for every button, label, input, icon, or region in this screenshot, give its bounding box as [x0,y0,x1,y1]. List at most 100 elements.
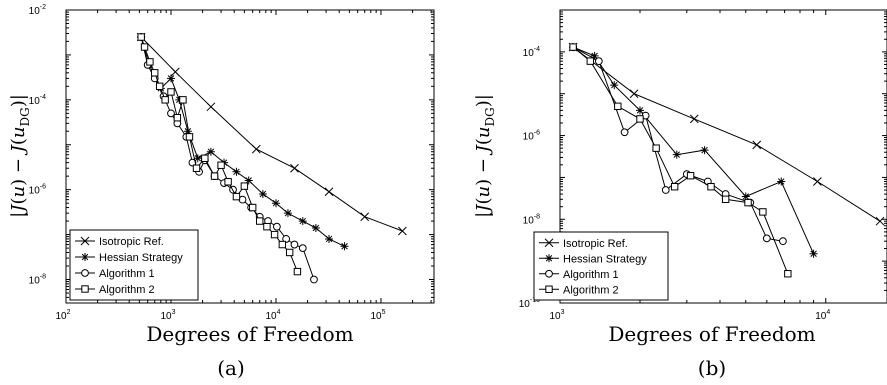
legend-marker-circle [545,269,553,278]
series-line-x [140,36,403,232]
data-point-square [759,208,767,216]
data-point-square [278,240,287,249]
y-tick-label: 10-6 [523,130,540,143]
data-point-x [689,114,699,124]
data-point-* [340,242,349,251]
data-point-circle [167,109,175,118]
legend-label: Algorithm 1 [99,268,155,280]
legend-a: Isotropic Ref. Hessian Strategy Algorithm … [69,229,199,301]
x-axis-label-b: Degrees of Freedom [608,322,815,346]
legend-box [533,231,669,301]
data-point-x [813,177,822,186]
data-point-* [325,234,334,243]
data-point-x [752,140,762,150]
data-point-* [777,177,786,186]
data-point-* [590,51,599,60]
data-point-* [193,154,202,163]
data-point-* [700,146,709,155]
data-point-square [586,57,594,65]
panel-caption-b: (b) [698,356,726,380]
data-point-square [173,114,182,122]
data-point-square [686,171,695,180]
series-line-x [572,46,881,222]
data-point-* [166,74,175,83]
data-point-x [206,102,216,112]
data-point-square [210,172,219,180]
data-point-circle [661,186,670,194]
data-point-x [360,212,370,222]
data-point-square [155,82,164,91]
legend-marker-x [544,238,554,248]
legend-marker-* [545,254,553,263]
legend-marker-x [80,236,90,246]
y-tick-label: 10-6 [29,184,46,197]
y-tick-label: 10-2 [29,4,46,17]
data-point-circle [238,195,247,204]
y-tick-label: 10-4 [29,94,46,107]
y-tick-label: 10-8 [523,213,540,226]
data-point-circle [310,275,318,284]
data-point-circle [762,234,771,243]
legend-marker-circle [81,269,89,277]
data-point-* [298,217,307,226]
data-point-circle [779,237,787,246]
data-point-circle [298,244,307,253]
data-point-* [311,224,320,233]
series-line-circle [140,36,315,280]
data-point-square [636,115,644,123]
data-point-* [283,209,292,218]
data-point-x [875,216,885,226]
legend-label: Hessian Strategy [99,252,183,264]
y-tick-label: 10-8 [29,274,46,287]
data-point-square [137,33,145,41]
data-point-square [270,230,279,239]
svg-text:|J(u) − J(uDG)|: |J(u) − J(uDG)| [8,94,32,218]
data-point-square [192,164,201,172]
data-point-x [170,67,180,77]
data-point-square [151,69,159,77]
legend-label: Isotropic Ref. [563,238,628,250]
data-point-square [179,96,187,104]
data-point-square [293,267,302,276]
data-point-square [721,195,730,204]
data-point-* [244,176,253,185]
data-point-square [232,192,241,201]
data-point-square [707,183,715,191]
legend-marker-square [81,285,89,293]
data-point-circle [594,57,603,66]
data-point-square [285,248,294,257]
data-point-square [652,144,660,152]
x-tick-label: 103 [549,309,564,322]
x-tick-label: 104 [265,309,280,322]
data-point-* [258,190,267,199]
data-point-square [146,58,154,66]
data-point-x [324,187,334,197]
data-point-* [183,127,192,136]
data-point-square [167,88,175,96]
y-axis-label-a: |J(u) − J(uDG)| [8,94,32,218]
svg-text:|J(u) − J(uDG)|: |J(u) − J(uDG)| [473,94,497,218]
legend-label: Hessian Strategy [563,253,647,265]
data-point-square [161,96,169,104]
data-point-square [201,154,209,162]
data-point-circle [282,235,291,243]
legend-label: Algorithm 2 [563,284,619,296]
panel-caption-a: (a) [217,356,245,380]
data-point-square [240,182,249,190]
data-point-circle [272,222,281,231]
data-point-* [672,150,681,159]
data-point-square [217,161,225,169]
x-tick-label: 105 [370,309,385,322]
data-point-square [263,222,271,231]
x-tick-label: 102 [55,309,70,322]
legend-box [69,229,199,301]
data-point-x [251,144,261,154]
data-point-square [670,183,679,191]
data-point-circle [188,158,197,167]
legend-b: Isotropic Ref. Hessian Strategy Algorithm … [533,231,669,301]
data-point-x [398,226,407,236]
data-point-square [569,43,577,51]
data-point-square [224,178,232,186]
chart-panel-a: 102 103 104 105 10-8 10-6 10-4 10-2 Isotropic R… [8,4,435,380]
